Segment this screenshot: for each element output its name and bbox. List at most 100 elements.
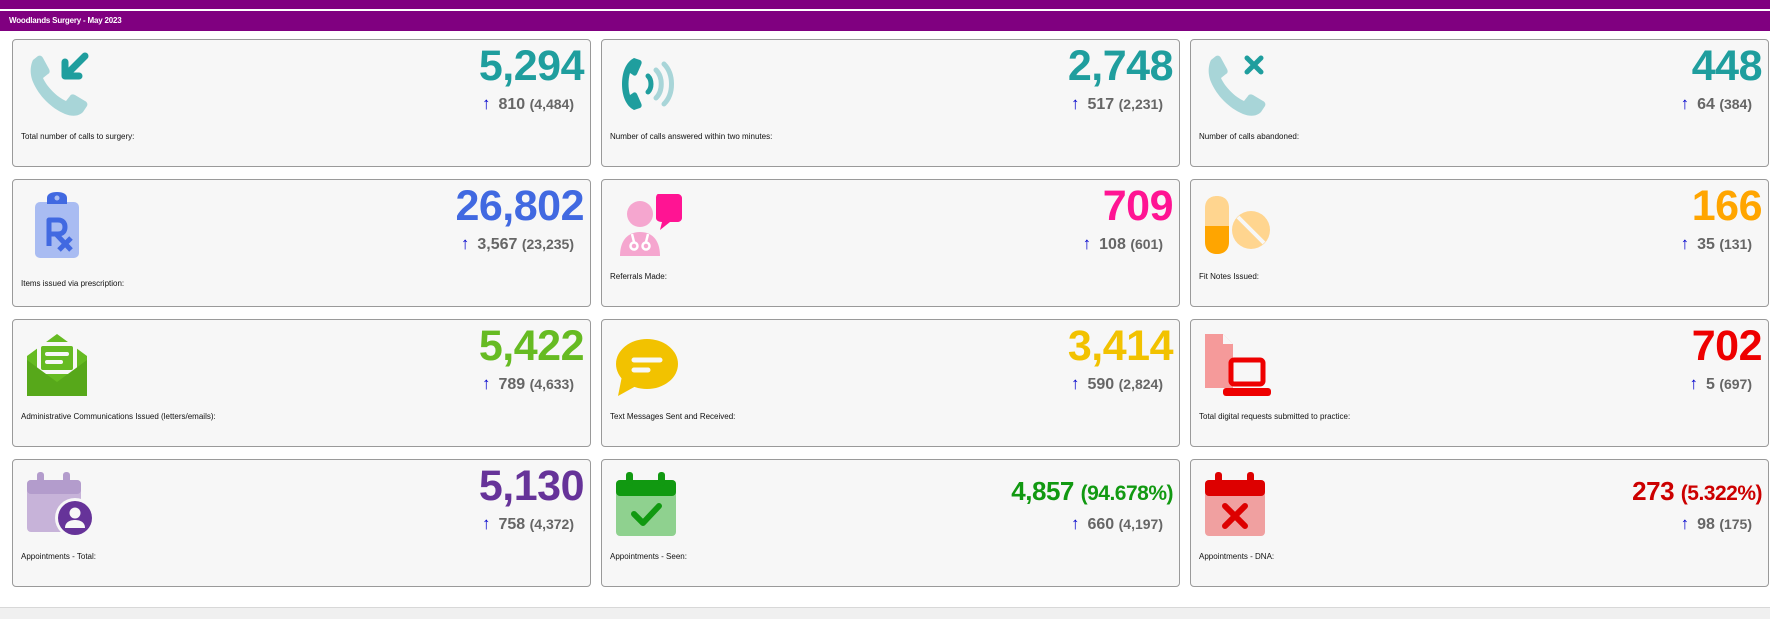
card-prescriptions: 26,802 ↑ 3,567 (23,235) Items issued via … bbox=[12, 179, 591, 307]
previous-value: (175) bbox=[1719, 516, 1752, 532]
calendar-user-icon bbox=[25, 470, 93, 538]
calendar-x-icon bbox=[1203, 470, 1271, 538]
dashboard-panel: 5,294 ↑ 810 (4,484) Total number of calls… bbox=[0, 31, 1770, 608]
card-calls-total: 5,294 ↑ 810 (4,484) Total number of calls… bbox=[12, 39, 591, 167]
metric-change: ↑ 98 (175) bbox=[1681, 514, 1752, 535]
metric-value: 26,802 bbox=[455, 182, 584, 230]
change-value: 64 bbox=[1697, 96, 1715, 113]
change-value: 108 bbox=[1099, 236, 1126, 253]
phone-incoming-icon bbox=[25, 50, 93, 118]
metric-change: ↑ 590 (2,824) bbox=[1071, 374, 1163, 395]
card-appointments-total: 5,130 ↑ 758 (4,372) Appointments - Total: bbox=[12, 459, 591, 587]
metric-number: 4,857 bbox=[1011, 476, 1074, 506]
change-value: 517 bbox=[1087, 96, 1115, 113]
change-value: 3,567 bbox=[477, 236, 518, 253]
previous-value: (384) bbox=[1719, 96, 1752, 112]
metric-change: ↑ 3,567 (23,235) bbox=[461, 234, 574, 255]
metric-label: Items issued via prescription: bbox=[21, 279, 125, 288]
metric-change: ↑ 108 (601) bbox=[1083, 234, 1163, 255]
metric-label: Text Messages Sent and Received: bbox=[610, 412, 736, 421]
metric-percent: (94.678%) bbox=[1080, 482, 1174, 505]
phone-missed-icon bbox=[1203, 50, 1271, 118]
arrow-up-icon: ↑ bbox=[1680, 94, 1690, 113]
arrow-up-icon: ↑ bbox=[481, 514, 491, 533]
metric-change: ↑ 758 (4,372) bbox=[482, 514, 574, 535]
metric-change: ↑ 517 (2,231) bbox=[1071, 94, 1163, 115]
metric-value: 702 bbox=[1691, 322, 1763, 370]
arrow-up-icon: ↑ bbox=[1680, 234, 1690, 253]
metric-value: 273 (5.322%) bbox=[1632, 474, 1762, 511]
card-referrals: 709 ↑ 108 (601) Referrals Made: bbox=[601, 179, 1180, 307]
prescription-clipboard-icon bbox=[25, 190, 93, 258]
top-bar bbox=[0, 0, 1770, 9]
metric-label: Number of calls abandoned: bbox=[1199, 132, 1300, 141]
divider bbox=[0, 9, 1770, 11]
metric-percent: (5.322%) bbox=[1680, 482, 1763, 505]
previous-value: (601) bbox=[1130, 236, 1163, 252]
change-value: 660 bbox=[1087, 516, 1115, 533]
change-value: 758 bbox=[498, 516, 526, 533]
previous-value: (23,235) bbox=[521, 236, 574, 252]
metric-label: Administrative Communications Issued (le… bbox=[21, 412, 216, 421]
previous-value: (2,231) bbox=[1118, 96, 1163, 112]
phone-ringing-icon bbox=[614, 50, 682, 118]
calendar-check-icon bbox=[614, 470, 682, 538]
change-value: 810 bbox=[498, 96, 526, 113]
metric-change: ↑ 789 (4,633) bbox=[482, 374, 574, 395]
metric-value: 5,294 bbox=[478, 42, 585, 90]
metric-value: 709 bbox=[1102, 182, 1174, 230]
previous-value: (4,372) bbox=[529, 516, 574, 532]
arrow-up-icon: ↑ bbox=[1070, 374, 1080, 393]
metric-label: Appointments - Total: bbox=[21, 552, 97, 561]
arrow-up-icon: ↑ bbox=[460, 234, 470, 253]
metric-value: 166 bbox=[1691, 182, 1763, 230]
pills-icon bbox=[1203, 190, 1271, 258]
card-fit-notes: 166 ↑ 35 (131) Fit Notes Issued: bbox=[1190, 179, 1769, 307]
metric-change: ↑ 64 (384) bbox=[1681, 94, 1752, 115]
change-value: 98 bbox=[1697, 516, 1715, 533]
metric-change: ↑ 5 (697) bbox=[1689, 374, 1752, 395]
metric-value: 3,414 bbox=[1067, 322, 1174, 370]
envelope-open-icon bbox=[25, 330, 93, 398]
file-laptop-icon bbox=[1203, 330, 1271, 398]
card-text-messages: 3,414 ↑ 590 (2,824) Text Messages Sent an… bbox=[601, 319, 1180, 447]
previous-value: (4,484) bbox=[529, 96, 574, 112]
metric-value: 2,748 bbox=[1067, 42, 1174, 90]
card-calls-abandoned: 448 ↑ 64 (384) Number of calls abandoned: bbox=[1190, 39, 1769, 167]
card-appointments-dna: 273 (5.322%) ↑ 98 (175) Appointments - DN… bbox=[1190, 459, 1769, 587]
metric-label: Appointments - DNA: bbox=[1199, 552, 1275, 561]
arrow-up-icon: ↑ bbox=[1082, 234, 1092, 253]
arrow-up-icon: ↑ bbox=[1680, 514, 1690, 533]
metric-value: 4,857 (94.678%) bbox=[1011, 474, 1173, 511]
change-value: 5 bbox=[1705, 376, 1715, 393]
previous-value: (4,197) bbox=[1118, 516, 1163, 532]
metric-label: Referrals Made: bbox=[610, 272, 667, 281]
arrow-up-icon: ↑ bbox=[481, 94, 491, 113]
metric-value: 5,422 bbox=[478, 322, 585, 370]
metric-label: Total digital requests submitted to prac… bbox=[1199, 412, 1351, 421]
metric-change: ↑ 660 (4,197) bbox=[1071, 514, 1163, 535]
arrow-up-icon: ↑ bbox=[1070, 94, 1080, 113]
arrow-up-icon: ↑ bbox=[1689, 374, 1698, 393]
metric-label: Total number of calls to surgery: bbox=[21, 132, 135, 141]
card-appointments-seen: 4,857 (94.678%) ↑ 660 (4,197) Appointment… bbox=[601, 459, 1180, 587]
metric-value: 5,130 bbox=[478, 462, 585, 510]
metric-label: Fit Notes Issued: bbox=[1199, 272, 1260, 281]
arrow-up-icon: ↑ bbox=[1070, 514, 1080, 533]
metric-label: Appointments - Seen: bbox=[610, 552, 687, 561]
message-bubble-icon bbox=[614, 330, 682, 398]
card-digital-requests: 702 ↑ 5 (697) Total digital requests subm… bbox=[1190, 319, 1769, 447]
change-value: 590 bbox=[1087, 376, 1115, 393]
previous-value: (131) bbox=[1719, 236, 1752, 252]
metric-number: 273 bbox=[1632, 476, 1675, 506]
card-admin-comms: 5,422 ↑ 789 (4,633) Administrative Commun… bbox=[12, 319, 591, 447]
metric-change: ↑ 810 (4,484) bbox=[482, 94, 574, 115]
previous-value: (4,633) bbox=[529, 376, 574, 392]
arrow-up-icon: ↑ bbox=[481, 374, 491, 393]
previous-value: (697) bbox=[1719, 376, 1752, 392]
previous-value: (2,824) bbox=[1118, 376, 1163, 392]
metric-change: ↑ 35 (131) bbox=[1681, 234, 1752, 255]
change-value: 789 bbox=[498, 376, 526, 393]
card-calls-answered: 2,748 ↑ 517 (2,231) Number of calls answe… bbox=[601, 39, 1180, 167]
page-title: Woodlands Surgery - May 2023 bbox=[0, 11, 1770, 31]
